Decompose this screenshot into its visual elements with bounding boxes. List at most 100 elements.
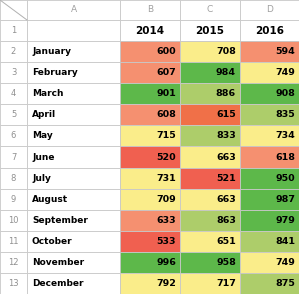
Bar <box>27 252 120 273</box>
Text: 833: 833 <box>216 131 236 141</box>
Bar <box>27 62 120 83</box>
Bar <box>120 210 180 231</box>
Bar <box>180 62 240 83</box>
Text: 886: 886 <box>216 89 236 98</box>
Text: 7: 7 <box>11 153 16 161</box>
Bar <box>27 168 120 189</box>
Bar <box>120 273 180 294</box>
Bar <box>180 252 240 273</box>
Bar <box>120 20 180 41</box>
Bar <box>120 41 180 62</box>
Bar <box>240 252 299 273</box>
Text: July: July <box>32 173 51 183</box>
Text: 717: 717 <box>216 279 236 288</box>
Text: 749: 749 <box>275 68 295 77</box>
Text: September: September <box>32 216 88 225</box>
Text: April: April <box>32 110 56 119</box>
Text: 996: 996 <box>156 258 176 267</box>
Bar <box>240 210 299 231</box>
Bar <box>180 210 240 231</box>
Text: March: March <box>32 89 63 98</box>
Text: 835: 835 <box>275 110 295 119</box>
Text: 2016: 2016 <box>255 26 284 36</box>
Bar <box>0 168 27 189</box>
Bar <box>120 0 180 20</box>
Bar <box>240 125 299 146</box>
Text: June: June <box>32 153 54 161</box>
Bar <box>0 231 27 252</box>
Text: November: November <box>32 258 84 267</box>
Text: May: May <box>32 131 53 141</box>
Bar <box>27 125 120 146</box>
Bar <box>0 252 27 273</box>
Bar <box>0 273 27 294</box>
Bar <box>0 20 27 41</box>
Bar <box>27 0 120 20</box>
Bar <box>120 252 180 273</box>
Text: 908: 908 <box>275 89 295 98</box>
Text: 984: 984 <box>216 68 236 77</box>
Text: 615: 615 <box>216 110 236 119</box>
Text: 520: 520 <box>156 153 176 161</box>
Text: 875: 875 <box>275 279 295 288</box>
Text: 709: 709 <box>156 195 176 204</box>
Text: 633: 633 <box>156 216 176 225</box>
Bar <box>120 62 180 83</box>
Bar <box>120 146 180 168</box>
Bar <box>27 189 120 210</box>
Text: 5: 5 <box>11 110 16 119</box>
Bar <box>180 231 240 252</box>
Bar <box>27 41 120 62</box>
Text: 841: 841 <box>275 237 295 246</box>
Text: 13: 13 <box>8 279 19 288</box>
Text: 663: 663 <box>216 195 236 204</box>
Bar <box>0 125 27 146</box>
Text: 12: 12 <box>8 258 19 267</box>
Bar <box>240 146 299 168</box>
Bar <box>27 231 120 252</box>
Text: 4: 4 <box>11 89 16 98</box>
Bar <box>180 273 240 294</box>
Bar <box>180 168 240 189</box>
Bar <box>180 146 240 168</box>
Text: 734: 734 <box>275 131 295 141</box>
Text: 600: 600 <box>156 47 176 56</box>
Text: 533: 533 <box>156 237 176 246</box>
Text: 594: 594 <box>275 47 295 56</box>
Text: C: C <box>207 6 213 14</box>
Bar <box>120 104 180 125</box>
Text: A: A <box>71 6 77 14</box>
Bar <box>240 168 299 189</box>
Bar <box>180 20 240 41</box>
Bar <box>27 146 120 168</box>
Text: 2015: 2015 <box>196 26 225 36</box>
Text: 792: 792 <box>156 279 176 288</box>
Bar <box>0 146 27 168</box>
Bar <box>0 83 27 104</box>
Bar <box>0 189 27 210</box>
Text: 950: 950 <box>275 173 295 183</box>
Bar <box>27 20 120 41</box>
Bar <box>180 125 240 146</box>
Bar <box>180 41 240 62</box>
Bar <box>240 273 299 294</box>
Text: 2: 2 <box>11 47 16 56</box>
Bar <box>27 273 120 294</box>
Bar <box>180 83 240 104</box>
Text: 2014: 2014 <box>135 26 164 36</box>
Text: 987: 987 <box>275 195 295 204</box>
Text: 715: 715 <box>156 131 176 141</box>
Text: 651: 651 <box>216 237 236 246</box>
Bar <box>240 231 299 252</box>
Bar <box>120 189 180 210</box>
Text: 618: 618 <box>275 153 295 161</box>
Bar <box>180 104 240 125</box>
Bar <box>0 104 27 125</box>
Text: January: January <box>32 47 71 56</box>
Text: 1: 1 <box>11 26 16 35</box>
Text: October: October <box>32 237 73 246</box>
Text: 863: 863 <box>216 216 236 225</box>
Bar <box>240 104 299 125</box>
Text: February: February <box>32 68 78 77</box>
Bar <box>240 20 299 41</box>
